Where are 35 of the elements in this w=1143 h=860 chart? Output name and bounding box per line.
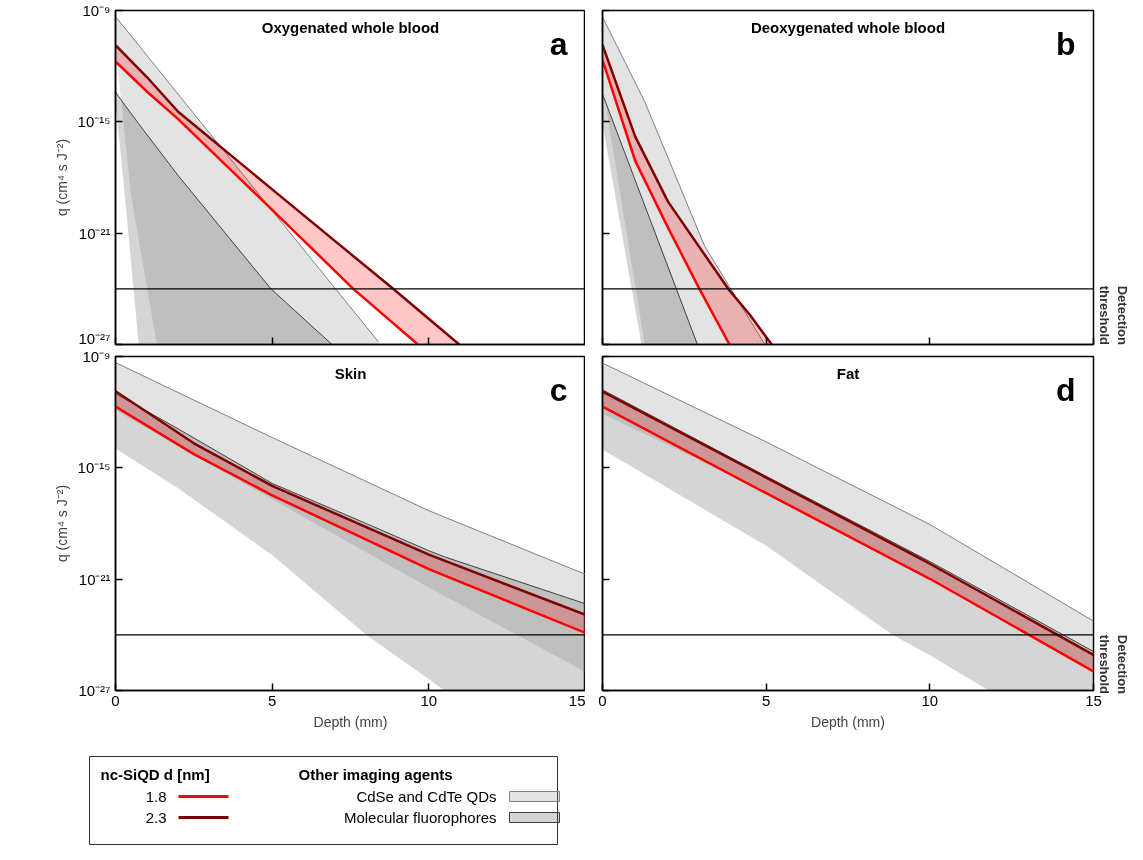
- annotation: c: [549, 371, 568, 408]
- y-tick-label: 10⁻¹⁵: [77, 113, 111, 131]
- y-tick-label: 10⁻²¹: [78, 224, 111, 242]
- annotation: d: [1055, 371, 1076, 408]
- legend-label: Molecular fluorophores: [343, 809, 497, 826]
- text: Skin: [334, 364, 367, 382]
- text: Oxygenated whole blood: [261, 18, 440, 36]
- x-axis-title: Depth (mm): [313, 713, 388, 730]
- x-tick-label: 0: [111, 691, 120, 709]
- y-tick-label: 10⁻⁹: [82, 2, 111, 19]
- legend-title: nc-SiQD d [nm]: [100, 766, 210, 783]
- legend-label: CdSe and CdTe QDs: [356, 788, 497, 805]
- x-tick-label: 10: [921, 691, 939, 709]
- y-tick-label: 10⁻¹⁵: [77, 459, 111, 477]
- y-tick-label: 10⁻²¹: [78, 570, 111, 588]
- text: Fat: [836, 364, 860, 382]
- ref-line-label: Detection threshold: [1097, 285, 1130, 345]
- y-axis-title: q (cm⁴ s J⁻²): [53, 484, 70, 563]
- x-tick-label: 5: [268, 691, 277, 709]
- ref-line-label: Detection threshold: [1097, 634, 1130, 695]
- x-tick-label: 15: [568, 691, 586, 709]
- y-tick-label: 10⁻²⁷: [78, 682, 111, 699]
- y-axis-title: q (cm⁴ s J⁻²): [53, 138, 70, 217]
- x-tick-label: 0: [598, 691, 607, 709]
- y-tick-label: 10⁻⁹: [82, 348, 111, 365]
- text: Other imaging agents: [298, 766, 453, 783]
- legend-label: 2.3: [145, 808, 167, 826]
- x-tick-label: 10: [420, 691, 438, 709]
- x-tick-label: 5: [762, 691, 771, 709]
- legend-label: 1.8: [145, 787, 167, 805]
- annotation: b: [1055, 25, 1076, 62]
- text: Deoxygenated whole blood: [750, 18, 946, 36]
- annotation: a: [549, 25, 568, 62]
- x-axis-title: Depth (mm): [811, 713, 885, 730]
- y-tick-label: 10⁻²⁷: [78, 329, 111, 347]
